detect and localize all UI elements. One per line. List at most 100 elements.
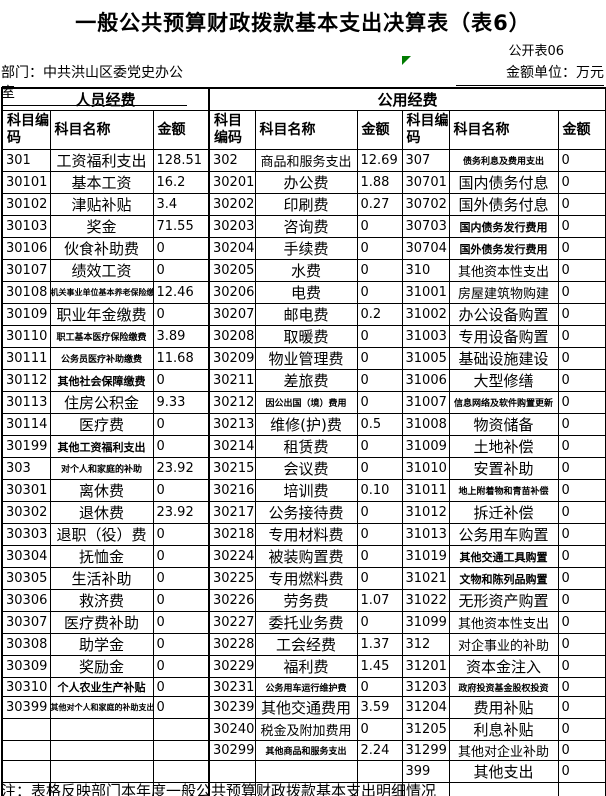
subject-code-cell: 31205 <box>401 718 450 742</box>
amount-cell: 0 <box>557 171 606 194</box>
amount-cell: 0 <box>356 325 403 348</box>
subject-name-cell: 助学金 <box>49 633 154 656</box>
amount-cell: 0 <box>557 696 606 720</box>
subject-name-cell: 租赁费 <box>254 435 358 458</box>
subject-code-cell: 30239 <box>208 696 256 720</box>
subject-name-cell: 基本工资 <box>49 171 154 194</box>
subject-name-cell: 伙食补助费 <box>49 237 154 260</box>
amount-cell: 3.89 <box>152 325 210 348</box>
table-row: 30107 绩效工资 0 30205 水费 0 310 其他资本性支出 0 <box>1 259 606 282</box>
amount-cell: 0 <box>557 718 606 742</box>
amount-cell: 0.10 <box>356 479 403 502</box>
subject-code-cell: 30113 <box>1 391 51 414</box>
subject-name-cell: 土地补偿 <box>448 435 559 458</box>
amount-cell: 0 <box>152 567 210 590</box>
amount-cell: 0 <box>557 760 606 784</box>
subject-name-cell: 国内债务付息 <box>448 171 559 194</box>
subject-name-cell: 税金及附加费用 <box>254 718 358 742</box>
subject-code-cell: 31203 <box>401 676 450 698</box>
subject-name-cell: 商品和服务支出 <box>254 149 358 172</box>
table-row: 30112 其他社会保障缴费 0 30211 差旅费 0 31006 大型修缮 0 <box>1 369 606 392</box>
basic-expenditure-table: 人员经费 公用经费 科目编码 科目名称 金额 科目编码 科目名称 金额 科目编码 科目名称 金额… <box>1 87 606 796</box>
subject-name-cell: 办公费 <box>254 171 358 194</box>
subject-code-cell: 30111 <box>1 347 51 370</box>
subject-code-cell: 30102 <box>1 193 51 216</box>
amount-cell: 0 <box>557 501 606 524</box>
subject-name-cell: 咨询费 <box>254 215 358 238</box>
amount-cell: 0 <box>356 567 403 590</box>
subject-code-cell: 307 <box>401 149 450 172</box>
amount-cell: 0 <box>152 545 210 568</box>
subject-name-cell: 安置补助 <box>448 457 559 480</box>
subject-name-cell: 办公设备购置 <box>448 303 559 326</box>
subject-code-cell: 30307 <box>1 611 51 634</box>
amount-cell: 0 <box>152 479 210 502</box>
amount-cell: 1.07 <box>356 589 403 612</box>
subject-name-cell: 拆迁补偿 <box>448 501 559 524</box>
subject-name-header: 科目名称 <box>254 110 358 150</box>
amount-cell: 0 <box>356 347 403 370</box>
subject-name-cell: 其他对个人和家庭的补助支出 <box>49 696 154 720</box>
subject-code-cell: 30702 <box>401 193 450 216</box>
subject-name-cell: 大型修缮 <box>448 369 559 392</box>
subject-name-cell: 救济费 <box>49 589 154 612</box>
subject-code-cell: 30209 <box>208 347 256 370</box>
amount-cell: 0 <box>557 676 606 698</box>
subject-code-cell: 31006 <box>401 369 450 392</box>
amount-cell: 16.2 <box>152 171 210 194</box>
amount-cell: 0 <box>152 611 210 634</box>
subject-name-cell: 福利费 <box>254 655 358 678</box>
subject-name-cell: 其他资本性支出 <box>448 611 559 634</box>
subject-code-cell: 30229 <box>208 655 256 678</box>
amount-cell: 0 <box>152 413 210 436</box>
table-row: 30102 津贴补贴 3.4 30202 印刷费 0.27 30702 国外债务付息 0 <box>1 193 606 216</box>
amount-cell: 0 <box>557 633 606 656</box>
subject-code-cell: 31010 <box>401 457 450 480</box>
subject-code-cell: 30240 <box>208 718 256 742</box>
subject-name-cell: 委托业务费 <box>254 611 358 634</box>
table-row: 303 对个人和家庭的补助 23.92 30215 会议费 0 31010 安置补助 0 <box>1 457 606 480</box>
amount-cell: 0 <box>356 215 403 238</box>
subject-code-cell: 30306 <box>1 589 51 612</box>
amount-cell: 0 <box>356 281 403 304</box>
subject-code-cell: 30231 <box>208 676 256 698</box>
amount-cell: 0 <box>557 369 606 392</box>
subject-code-cell: 30208 <box>208 325 256 348</box>
subject-code-cell: 30114 <box>1 413 51 436</box>
section-header-row: 人员经费 公用经费 <box>1 87 606 111</box>
subject-code-cell: 31012 <box>401 501 450 524</box>
subject-name-cell: 物业管理费 <box>254 347 358 370</box>
subject-code-cell: 31011 <box>401 479 450 502</box>
subject-name-cell: 邮电费 <box>254 303 358 326</box>
subject-code-cell: 301 <box>1 149 51 172</box>
subject-name-cell: 电费 <box>254 281 358 304</box>
subject-code-header: 科目编码 <box>208 110 256 150</box>
subject-name-cell: 专用设备购置 <box>448 325 559 348</box>
subject-code-cell: 30305 <box>1 567 51 590</box>
subject-code-cell: 30106 <box>1 237 51 260</box>
subject-name-cell: 公务接待费 <box>254 501 358 524</box>
table-row: 30108 机关事业单位基本养老保险缴费 12.46 30206 电费 0 31001 房屋建… <box>1 281 606 304</box>
subject-code-cell: 30205 <box>208 259 256 282</box>
subject-code-cell: 31008 <box>401 413 450 436</box>
green-triangle-marker <box>402 56 411 65</box>
subject-name-cell <box>49 718 154 742</box>
amount-cell: 0 <box>152 237 210 260</box>
subject-code-cell: 30199 <box>1 435 51 458</box>
amount-header: 金额 <box>356 110 403 150</box>
page-title: 一般公共预算财政拨款基本支出决算表（表6） <box>75 11 531 35</box>
amount-cell: 0 <box>152 523 210 546</box>
subject-name-cell: 工资福利支出 <box>49 149 154 172</box>
subject-name-cell: 奖金 <box>49 215 154 238</box>
amount-cell: 1.45 <box>356 655 403 678</box>
subject-name-cell: 债务利息及费用支出 <box>448 149 559 172</box>
table-row: 30109 职业年金缴费 0 30207 邮电费 0.2 31002 办公设备购置 0 <box>1 303 606 326</box>
amount-cell: 0 <box>356 611 403 634</box>
subject-name-cell: 退休费 <box>49 501 154 524</box>
amount-cell: 0 <box>152 303 210 326</box>
subject-code-cell: 310 <box>401 259 450 282</box>
subject-code-cell: 31019 <box>401 545 450 568</box>
table-row: 30114 医疗费 0 30213 维修(护)费 0.5 31008 物资储备 0 <box>1 413 606 436</box>
subject-name-cell: 专用材料费 <box>254 523 358 546</box>
